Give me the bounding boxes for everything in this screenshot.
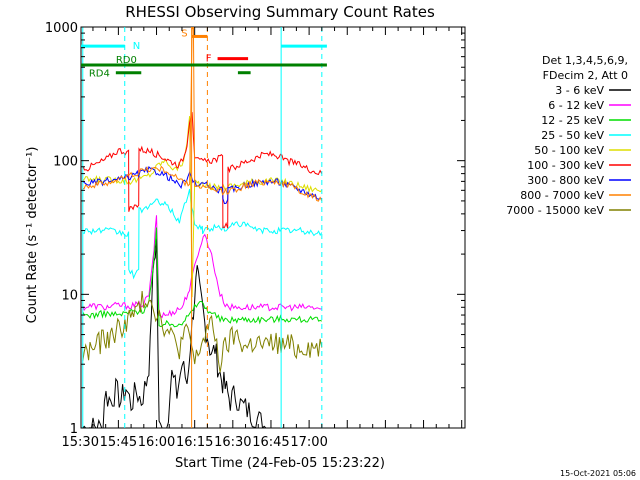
y-tick-label: 100 [53, 155, 78, 170]
time-markers [82, 27, 323, 428]
legend-header: FDecim 2, Att 0 [543, 69, 628, 82]
chart-title: RHESSI Observing Summary Count Rates [125, 3, 435, 21]
flag-label-s: S [181, 28, 187, 39]
flag-label-n: N [133, 41, 140, 52]
x-tick-label: 16:00 [138, 435, 175, 450]
y-axis-label: Count Rate (s⁻¹ detector⁻¹) [25, 147, 40, 324]
x-axis-label: Start Time (24-Feb-05 15:23:22) [175, 456, 385, 471]
flag-label-rd4: RD4 [89, 69, 110, 80]
legend-label: 25 - 50 keV [541, 129, 604, 142]
legend-label: 3 - 6 keV [555, 84, 604, 97]
legend-label: 12 - 25 keV [541, 114, 604, 127]
series-line-5 [82, 116, 323, 298]
flag-label-f: F [206, 54, 212, 65]
legend-label: 50 - 100 keV [534, 144, 604, 157]
legend-label: 100 - 300 keV [527, 159, 604, 172]
footer-timestamp: 15-Oct-2021 05:06 [560, 469, 636, 478]
series-group [82, 27, 323, 428]
series-line-4 [82, 188, 323, 280]
legend-label: 800 - 7000 keV [520, 189, 604, 202]
legend-label: 300 - 800 keV [527, 174, 604, 187]
series-line-8 [82, 27, 323, 202]
series-line-1 [82, 238, 271, 428]
series-line-6 [82, 111, 323, 229]
x-tick-label: 15:45 [100, 435, 137, 450]
state-flags: N S F RD0 RD4 [81, 28, 327, 80]
plot-frame [80, 26, 466, 429]
legend-label: 7000 - 15000 keV [506, 204, 604, 217]
series-line-9 [82, 291, 323, 373]
legend-label: 6 - 12 keV [548, 99, 604, 112]
x-tick-label: 15:30 [62, 435, 99, 450]
plot-area: N S F RD0 RD4 [80, 26, 466, 429]
x-tick-label: 16:45 [252, 435, 289, 450]
x-tick-label: 16:15 [176, 435, 213, 450]
series-line-7 [82, 165, 322, 205]
legend-header: Det 1,3,4,5,6,9, [542, 54, 628, 67]
x-axis: 15:30 15:45 16:00 16:15 16:30 16:45 17:00 [62, 27, 463, 450]
y-tick-label: 1000 [45, 21, 78, 36]
legend: Det 1,3,4,5,6,9, FDecim 2, Att 0 3 - 6 keV… [506, 54, 631, 217]
series-line-2 [82, 215, 322, 319]
flag-label-rd0: RD0 [116, 55, 137, 66]
y-tick-label: 10 [61, 288, 78, 303]
x-tick-label: 17:00 [290, 435, 327, 450]
y-axis: 1 10 100 1000 [45, 21, 465, 437]
x-tick-label: 16:30 [214, 435, 251, 450]
y-tick-label: 1 [70, 422, 78, 437]
